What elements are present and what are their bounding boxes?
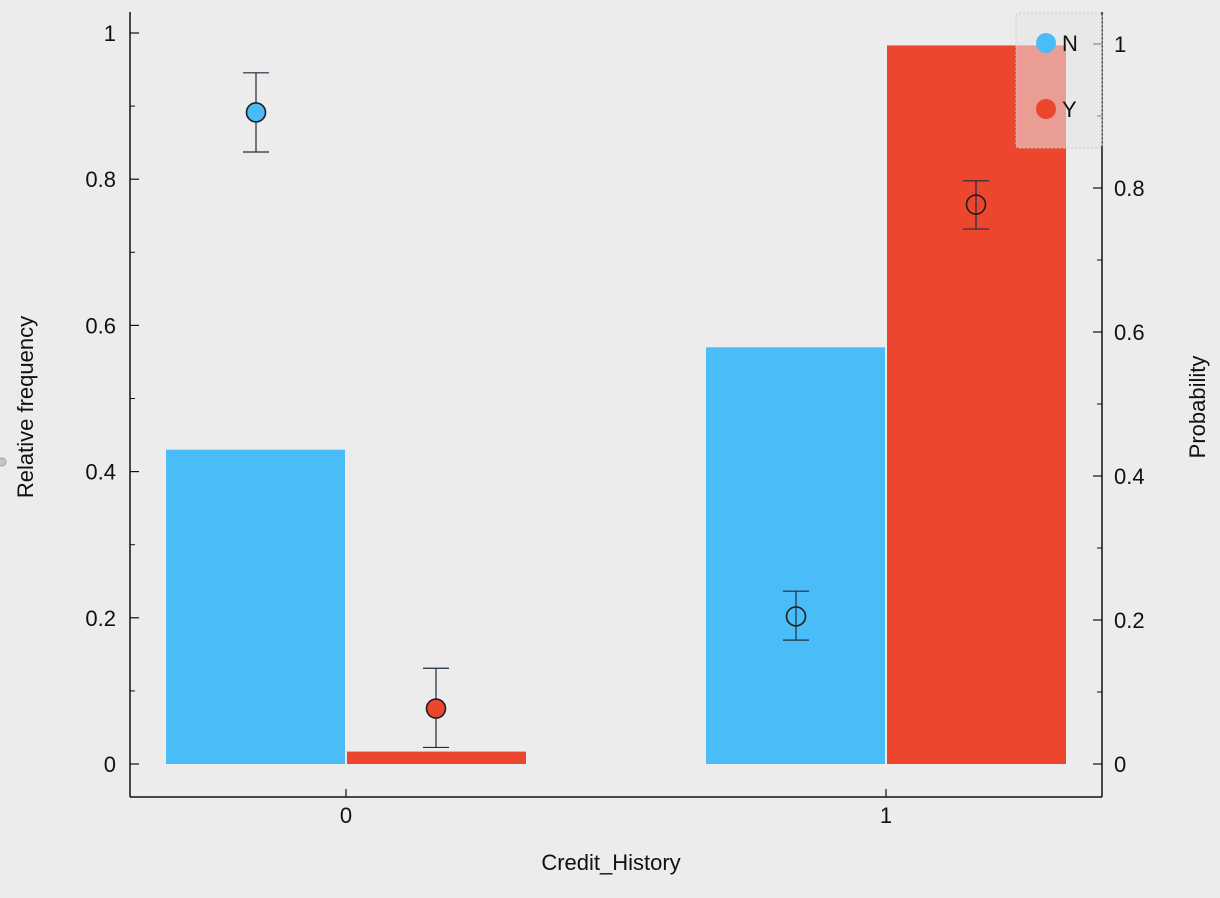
bar-n-0 bbox=[166, 449, 345, 764]
bar-n-1 bbox=[706, 347, 885, 764]
probability-marker bbox=[425, 698, 447, 719]
prob-point-y-0 bbox=[423, 667, 449, 749]
y-tick-label: 1 bbox=[104, 21, 116, 46]
y2-axis-title: Probability bbox=[1185, 356, 1210, 459]
y-tick-label: 0 bbox=[104, 752, 116, 777]
y-tick-label: 0.6 bbox=[85, 313, 116, 338]
error-bars bbox=[243, 72, 989, 749]
legend-box bbox=[1015, 12, 1103, 149]
legend-item-n[interactable]: N bbox=[1036, 31, 1078, 56]
probability-marker bbox=[245, 102, 267, 123]
legend-label: N bbox=[1062, 31, 1078, 56]
y2-tick-label: 0.2 bbox=[1114, 608, 1145, 633]
legend[interactable]: NY bbox=[1015, 12, 1103, 149]
y-tick-label: 0.4 bbox=[85, 460, 116, 485]
y2-tick-label: 0 bbox=[1114, 752, 1126, 777]
prob-point-n-1 bbox=[783, 590, 809, 641]
y2-tick-label: 0.8 bbox=[1114, 176, 1145, 201]
legend-swatch-icon bbox=[1036, 99, 1056, 119]
bars bbox=[166, 45, 1066, 764]
y-tick-label: 0.2 bbox=[85, 606, 116, 631]
y-tick-label: 0.8 bbox=[85, 167, 116, 192]
y-axis-title: Relative frequency bbox=[13, 316, 38, 498]
bar-y-1 bbox=[887, 45, 1066, 764]
legend-label: Y bbox=[1062, 97, 1077, 122]
legend-item-y[interactable]: Y bbox=[1036, 97, 1077, 122]
y2-tick-label: 1 bbox=[1114, 32, 1126, 57]
y2-tick-label: 0.4 bbox=[1114, 464, 1145, 489]
drag-handle[interactable] bbox=[0, 457, 7, 467]
x-tick-label: 0 bbox=[340, 803, 352, 828]
x-tick-label: 1 bbox=[880, 803, 892, 828]
probability-marker bbox=[785, 606, 807, 627]
y2-tick-label: 0.6 bbox=[1114, 320, 1145, 345]
probability-marker bbox=[965, 194, 987, 215]
bar-y-0 bbox=[347, 751, 526, 764]
prob-point-y-1 bbox=[963, 180, 989, 230]
x-axis-title: Credit_History bbox=[541, 850, 680, 875]
prob-point-n-0 bbox=[243, 72, 269, 153]
legend-swatch-icon bbox=[1036, 33, 1056, 53]
